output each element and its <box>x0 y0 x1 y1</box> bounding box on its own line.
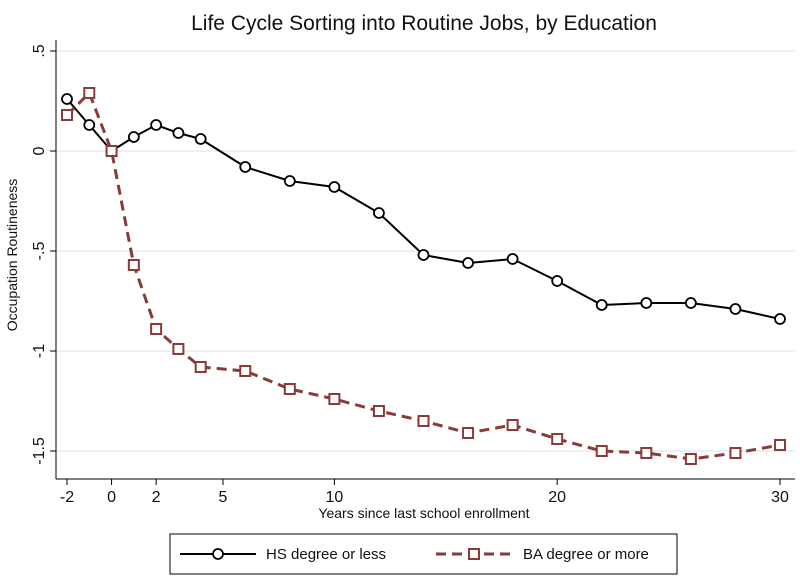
chart-title: Life Cycle Sorting into Routine Jobs, by… <box>191 12 657 35</box>
data-point <box>595 299 608 311</box>
y-tick-label: 0 <box>31 146 48 155</box>
data-point <box>172 127 185 139</box>
data-point <box>595 445 608 457</box>
legend-item-ba: BA degree or more <box>436 546 649 563</box>
data-point <box>462 257 474 269</box>
data-point <box>150 119 163 131</box>
data-point <box>551 433 564 445</box>
data-point <box>239 365 252 377</box>
x-tick-label: 5 <box>219 489 228 506</box>
x-tick-label: 2 <box>152 489 161 506</box>
data-point <box>172 343 185 355</box>
data-point <box>283 175 296 187</box>
data-point <box>127 131 140 143</box>
y-tick-label: -.5 <box>31 242 48 261</box>
x-tick-label: -2 <box>60 489 74 506</box>
data-point <box>417 249 430 261</box>
x-axis-label: Years since last school enrollment <box>318 505 529 521</box>
data-point <box>774 313 786 325</box>
data-point <box>372 405 385 417</box>
data-point <box>194 361 207 373</box>
data-point <box>328 181 341 193</box>
data-point <box>774 439 786 451</box>
legend-item-hs: HS degree or less <box>180 546 386 563</box>
y-tick-label: -1 <box>31 344 48 358</box>
data-point <box>462 427 475 439</box>
data-point <box>61 93 73 105</box>
data-point <box>328 393 341 405</box>
data-point <box>417 415 430 427</box>
data-point <box>506 253 519 265</box>
y-axis-label: Occupation Routineness <box>4 179 20 332</box>
y-tick-label: .5 <box>31 44 48 57</box>
data-point <box>729 447 742 459</box>
legend-label-ba: BA degree or more <box>523 546 649 563</box>
data-point <box>150 323 163 335</box>
axes: .5 0 -.5 -1 -1.5 -2 0 2 5 10 20 30 <box>31 40 795 506</box>
data-point <box>83 119 96 131</box>
legend-marker-ba <box>468 548 480 560</box>
x-tick-label: 10 <box>325 489 343 506</box>
data-point <box>83 87 96 99</box>
data-point <box>194 133 207 145</box>
legend: HS degree or less BA degree or more <box>169 533 678 575</box>
y-tick-label: -1.5 <box>31 437 48 465</box>
series-hs <box>61 93 786 325</box>
data-point <box>506 419 519 431</box>
data-point <box>239 161 252 173</box>
data-point <box>640 447 653 459</box>
data-point <box>61 109 73 121</box>
series-layer <box>61 87 786 465</box>
data-point <box>684 453 697 465</box>
x-tick-label: 20 <box>548 489 566 506</box>
data-point <box>729 303 742 315</box>
data-point <box>127 259 140 271</box>
x-tick-label: 30 <box>771 489 789 506</box>
series-line <box>65 91 781 461</box>
data-point <box>373 207 385 219</box>
x-tick-label: 0 <box>107 489 116 506</box>
legend-marker-hs <box>212 548 224 560</box>
data-point <box>551 275 564 287</box>
data-point <box>684 297 697 309</box>
series-ba <box>61 87 786 465</box>
data-point <box>640 297 653 309</box>
data-point <box>283 383 296 395</box>
legend-label-hs: HS degree or less <box>266 546 386 563</box>
data-point <box>105 145 118 157</box>
